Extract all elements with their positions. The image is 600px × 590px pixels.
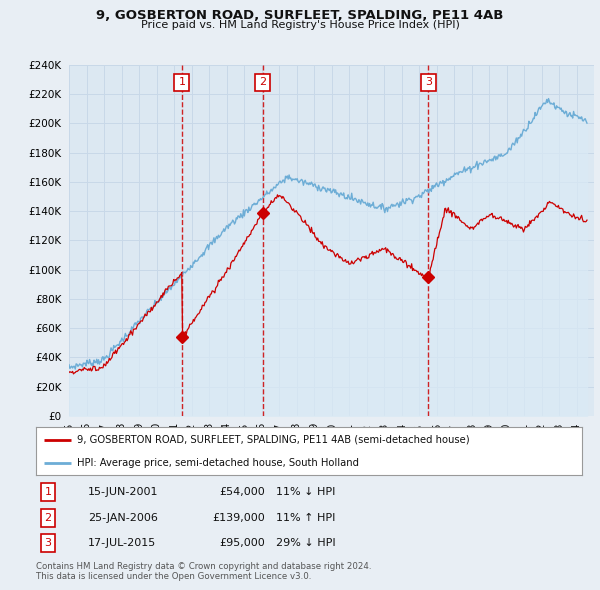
Text: 3: 3 bbox=[425, 77, 432, 87]
Text: Price paid vs. HM Land Registry's House Price Index (HPI): Price paid vs. HM Land Registry's House … bbox=[140, 20, 460, 30]
Text: This data is licensed under the Open Government Licence v3.0.: This data is licensed under the Open Gov… bbox=[36, 572, 311, 581]
Text: 11% ↓ HPI: 11% ↓ HPI bbox=[276, 487, 335, 497]
Text: 2: 2 bbox=[259, 77, 266, 87]
Text: 9, GOSBERTON ROAD, SURFLEET, SPALDING, PE11 4AB (semi-detached house): 9, GOSBERTON ROAD, SURFLEET, SPALDING, P… bbox=[77, 435, 470, 445]
Text: 2: 2 bbox=[44, 513, 52, 523]
Text: 17-JUL-2015: 17-JUL-2015 bbox=[88, 538, 156, 548]
Text: £54,000: £54,000 bbox=[220, 487, 265, 497]
Text: 25-JAN-2006: 25-JAN-2006 bbox=[88, 513, 158, 523]
Text: 1: 1 bbox=[178, 77, 185, 87]
Text: £139,000: £139,000 bbox=[212, 513, 265, 523]
Text: Contains HM Land Registry data © Crown copyright and database right 2024.: Contains HM Land Registry data © Crown c… bbox=[36, 562, 371, 571]
Text: £95,000: £95,000 bbox=[220, 538, 265, 548]
Text: 9, GOSBERTON ROAD, SURFLEET, SPALDING, PE11 4AB: 9, GOSBERTON ROAD, SURFLEET, SPALDING, P… bbox=[97, 9, 503, 22]
Text: 29% ↓ HPI: 29% ↓ HPI bbox=[276, 538, 336, 548]
Text: HPI: Average price, semi-detached house, South Holland: HPI: Average price, semi-detached house,… bbox=[77, 458, 359, 468]
Text: 15-JUN-2001: 15-JUN-2001 bbox=[88, 487, 158, 497]
Text: 1: 1 bbox=[44, 487, 52, 497]
Text: 3: 3 bbox=[44, 538, 52, 548]
Text: 11% ↑ HPI: 11% ↑ HPI bbox=[276, 513, 335, 523]
